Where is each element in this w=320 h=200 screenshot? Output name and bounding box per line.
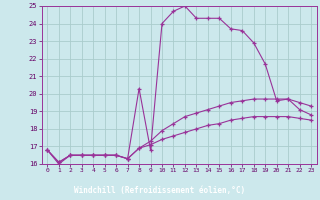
Text: Windchill (Refroidissement éolien,°C): Windchill (Refroidissement éolien,°C) — [75, 186, 245, 195]
